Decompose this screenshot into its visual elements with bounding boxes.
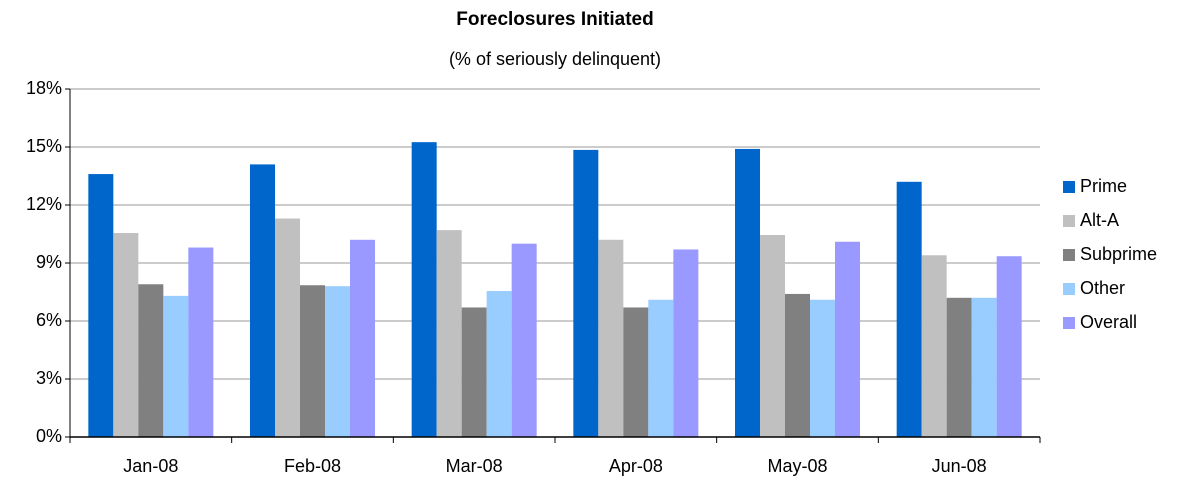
bar	[138, 284, 164, 437]
bar	[785, 293, 810, 437]
legend-swatch	[1063, 181, 1075, 193]
x-tick-label: Jan-08	[123, 456, 178, 476]
x-tick-label: May-08	[767, 456, 827, 476]
bar	[511, 243, 537, 437]
x-tick-label: Apr-08	[609, 456, 663, 476]
bar	[598, 239, 624, 437]
bar	[350, 239, 375, 437]
bar	[735, 148, 760, 437]
chart-title: Foreclosures Initiated	[456, 9, 653, 30]
bar	[996, 256, 1022, 437]
y-tick-label: 12%	[26, 194, 62, 214]
bar	[300, 285, 325, 437]
bar	[623, 307, 649, 437]
legend-swatch	[1063, 215, 1075, 227]
x-tick-label: Jun-08	[932, 456, 987, 476]
x-tick-label: Feb-08	[284, 456, 341, 476]
legend-label: Subprime	[1080, 244, 1157, 264]
bar	[971, 297, 997, 437]
bar	[113, 233, 139, 437]
bar	[486, 291, 512, 437]
y-tick-label: 9%	[36, 252, 62, 272]
y-tick-label: 6%	[36, 310, 62, 330]
y-tick-label: 3%	[36, 368, 62, 388]
bar	[250, 164, 275, 437]
bar	[325, 286, 350, 437]
bar	[275, 218, 300, 437]
legend-swatch	[1063, 317, 1075, 329]
bar	[461, 307, 487, 437]
bar	[921, 255, 947, 437]
y-tick-label: 0%	[36, 426, 62, 446]
legend-swatch	[1063, 283, 1075, 295]
bar	[411, 142, 437, 437]
bar	[760, 234, 785, 437]
legend-label: Alt-A	[1080, 210, 1119, 230]
bar	[835, 241, 860, 437]
bar	[673, 249, 699, 437]
y-tick-label: 18%	[26, 78, 62, 98]
bar	[573, 149, 599, 437]
bar	[188, 247, 214, 437]
bar	[810, 299, 835, 437]
chart-subtitle: (% of seriously delinquent)	[449, 49, 661, 69]
y-tick-label: 15%	[26, 136, 62, 156]
bar	[163, 295, 189, 437]
legend-label: Overall	[1080, 312, 1137, 332]
legend-swatch	[1063, 249, 1075, 261]
bar	[896, 181, 922, 437]
x-tick-label: Mar-08	[446, 456, 503, 476]
bar	[946, 297, 972, 437]
bar	[436, 230, 462, 437]
bar	[648, 299, 674, 437]
legend-label: Prime	[1080, 176, 1127, 196]
bar	[88, 174, 114, 438]
legend-label: Other	[1080, 278, 1125, 298]
